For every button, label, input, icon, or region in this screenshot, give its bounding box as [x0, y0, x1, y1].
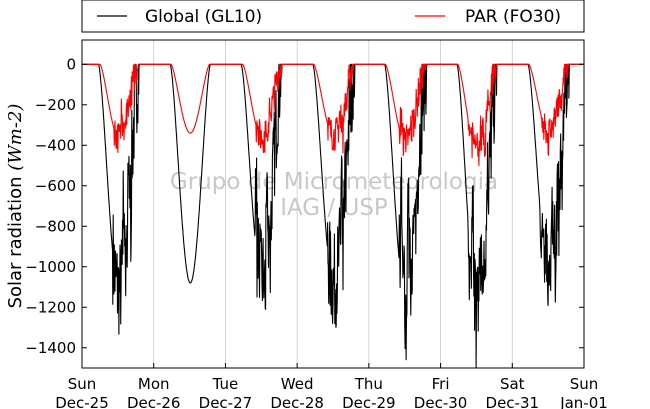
x-tick-label-day: Sun — [570, 375, 599, 393]
x-tick-label-date: Dec-27 — [199, 394, 253, 409]
y-tick-label: −1000 — [25, 258, 76, 276]
legend-box — [81, 0, 585, 33]
svg-text:Solar radiation (Wm-2): Solar radiation (Wm-2) — [5, 104, 26, 309]
x-tick-label-date: Dec-28 — [270, 394, 324, 409]
x-tick-label-day: Sun — [68, 375, 97, 393]
legend-label-par: PAR (FO30) — [465, 7, 561, 27]
y-tick-label: −600 — [35, 177, 76, 195]
series-layer — [81, 63, 585, 369]
x-tick-label-date: Dec-26 — [127, 394, 181, 409]
y-tick-label: 0 — [66, 55, 76, 73]
y-tick-label: −400 — [35, 136, 76, 154]
x-tick-label-day: Wed — [281, 375, 314, 393]
y-tick-label: −200 — [35, 96, 76, 114]
y-axis: 0 −200 −400 −600 −800 −1000 −1200 −1400 — [25, 55, 584, 357]
x-tick-label-day: Mon — [138, 375, 170, 393]
watermark-line-2: IAG / USP — [280, 195, 388, 221]
watermark: Grupo de Micrometeorologia IAG / USP — [170, 169, 498, 221]
x-tick-label-date: Dec-25 — [55, 394, 109, 409]
x-tick-label-day: Tue — [212, 375, 239, 393]
y-tick-label: −1400 — [25, 339, 76, 357]
x-tick-label-date: Dec-29 — [342, 394, 396, 409]
y-tick-label: −800 — [35, 217, 76, 235]
x-tick-label-day: Thu — [354, 375, 383, 393]
plot-frame — [81, 39, 585, 369]
y-tick-label: −1200 — [25, 298, 76, 316]
x-tick-label-date: Jan-01 — [559, 394, 608, 409]
x-tick-label-day: Fri — [432, 375, 450, 393]
y-axis-label-text: Solar radiation — [5, 171, 26, 309]
legend: Global (GL10) PAR (FO30) — [81, 0, 585, 33]
y-axis-label-unit: (Wm-2) — [5, 104, 26, 171]
y-axis-label: Solar radiation (Wm-2) — [5, 104, 26, 309]
legend-label-global: Global (GL10) — [145, 7, 262, 27]
series-line-par — [81, 63, 585, 167]
x-tick-label-date: Dec-31 — [486, 394, 540, 409]
x-axis: SunDec-25MonDec-26TueDec-27WedDec-28ThuD… — [55, 363, 608, 409]
watermark-line-1: Grupo de Micrometeorologia — [170, 169, 498, 195]
x-tick-label-date: Dec-30 — [414, 394, 468, 409]
grid — [153, 40, 513, 368]
x-tick-label-day: Sat — [500, 375, 525, 393]
